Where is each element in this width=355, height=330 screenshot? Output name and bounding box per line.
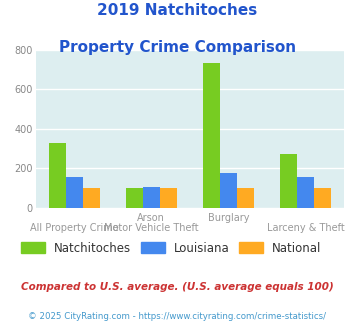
- Legend: Natchitoches, Louisiana, National: Natchitoches, Louisiana, National: [17, 237, 326, 259]
- Text: 2019 Natchitoches: 2019 Natchitoches: [97, 3, 258, 18]
- Text: Arson: Arson: [137, 213, 165, 223]
- Text: Larceny & Theft: Larceny & Theft: [267, 223, 345, 233]
- Text: All Property Crime: All Property Crime: [30, 223, 119, 233]
- Bar: [220, 173, 237, 208]
- Bar: [203, 63, 220, 208]
- Text: Compared to U.S. average. (U.S. average equals 100): Compared to U.S. average. (U.S. average …: [21, 282, 334, 292]
- Text: © 2025 CityRating.com - https://www.cityrating.com/crime-statistics/: © 2025 CityRating.com - https://www.city…: [28, 312, 327, 321]
- Bar: [314, 188, 331, 208]
- Text: Motor Vehicle Theft: Motor Vehicle Theft: [104, 223, 199, 233]
- Bar: [160, 188, 177, 208]
- Bar: [297, 177, 314, 208]
- Bar: [126, 188, 143, 208]
- Bar: [49, 143, 66, 208]
- Text: Property Crime Comparison: Property Crime Comparison: [59, 40, 296, 54]
- Bar: [66, 177, 83, 208]
- Bar: [143, 186, 160, 208]
- Bar: [280, 154, 297, 208]
- Bar: [83, 188, 100, 208]
- Text: Burglary: Burglary: [208, 213, 249, 223]
- Bar: [237, 188, 254, 208]
